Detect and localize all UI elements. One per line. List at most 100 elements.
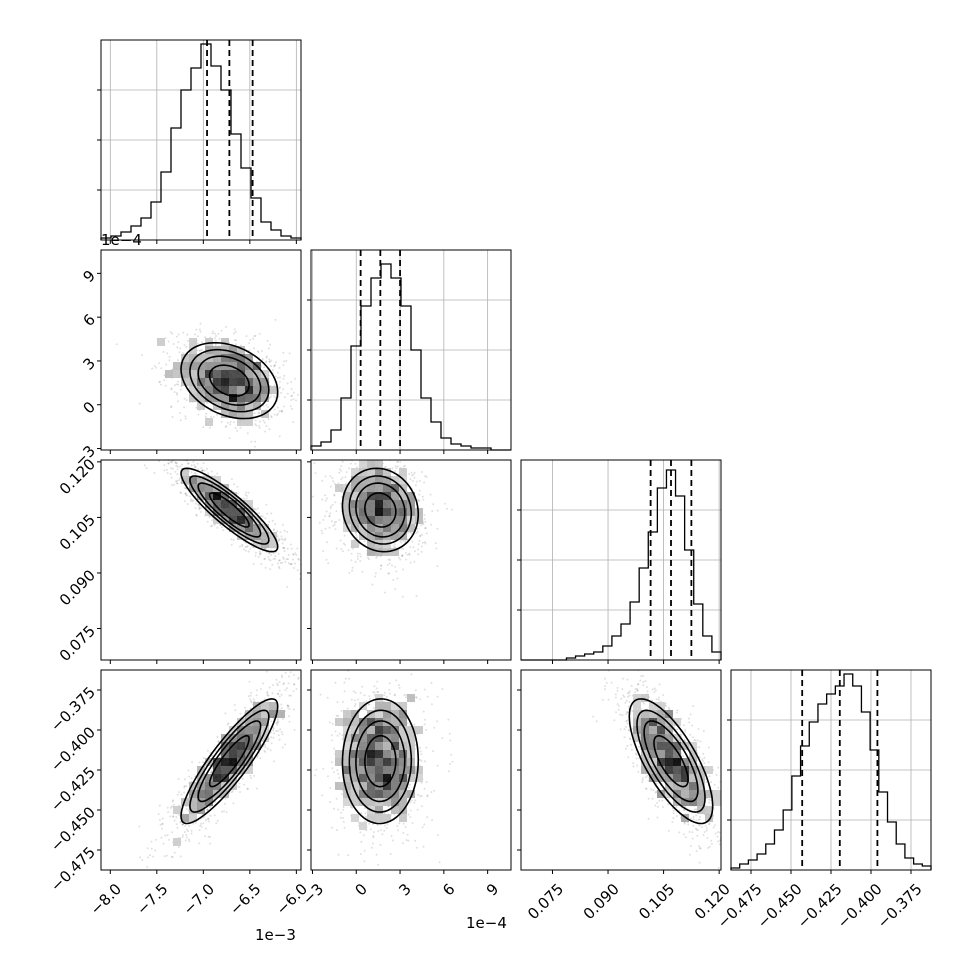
panel-frame	[310, 459, 512, 661]
sample-point	[404, 464, 406, 467]
sample-point	[297, 557, 300, 560]
sample-point	[279, 531, 282, 534]
sample-point	[278, 565, 280, 568]
sample-point	[230, 478, 233, 480]
sample-point	[430, 523, 433, 526]
sample-point	[330, 505, 333, 508]
sample-point	[283, 539, 286, 542]
density-bin	[221, 378, 229, 386]
density-bin	[229, 346, 237, 354]
sample-point	[380, 564, 383, 567]
sample-point	[172, 456, 174, 458]
sample-point	[394, 470, 397, 473]
sample-point	[380, 564, 383, 567]
sample-point	[330, 520, 333, 523]
sample-point	[171, 416, 174, 418]
density-bin	[335, 484, 343, 492]
density-bin	[189, 346, 197, 354]
sample-point	[341, 476, 344, 479]
sample-point	[240, 344, 242, 347]
sample-point	[388, 572, 391, 575]
sample-point	[359, 552, 361, 555]
density-bin	[221, 394, 229, 402]
density-bin	[391, 476, 399, 484]
sample-point	[229, 421, 232, 424]
sample-point	[248, 349, 251, 352]
sample-point	[396, 465, 399, 468]
panel-frame	[100, 459, 302, 661]
sample-point	[153, 472, 156, 474]
sample-point	[237, 492, 239, 495]
sample-point	[324, 515, 327, 518]
density-bin	[157, 338, 165, 346]
sample-point	[278, 435, 281, 438]
density-bin	[359, 508, 367, 516]
sample-point	[218, 337, 221, 340]
sample-point	[418, 479, 421, 482]
sample-point	[435, 547, 438, 550]
sample-point	[188, 824, 191, 827]
sample-point	[258, 424, 261, 427]
sample-point	[281, 746, 284, 749]
sample-point	[206, 808, 209, 811]
density-bin	[245, 402, 253, 410]
sample-point	[186, 333, 189, 336]
density-bin	[253, 378, 261, 386]
scatter-panel-1-2	[307, 457, 512, 664]
sample-point	[333, 523, 336, 526]
panel-frame	[520, 459, 722, 661]
sample-point	[177, 400, 179, 403]
sample-point	[257, 351, 260, 354]
sample-point	[436, 527, 439, 530]
contour-line	[341, 467, 420, 553]
sample-point	[160, 383, 162, 386]
sample-point	[193, 472, 196, 475]
sample-point	[324, 494, 327, 497]
density-bin	[205, 418, 213, 426]
sample-point	[296, 393, 299, 396]
density-bin	[367, 548, 375, 556]
sample-point	[269, 343, 272, 346]
sample-point	[308, 557, 310, 559]
sample-point	[388, 562, 391, 565]
sample-point	[286, 547, 289, 550]
sample-point	[183, 344, 186, 347]
sample-point	[325, 510, 328, 513]
density-bin	[245, 418, 253, 426]
sample-point	[354, 561, 357, 563]
sample-point	[272, 558, 275, 561]
sample-point	[195, 514, 198, 517]
sample-point	[267, 406, 270, 408]
density-bin	[415, 516, 423, 524]
sample-point	[249, 547, 252, 550]
sample-point	[419, 534, 422, 537]
sample-point	[289, 562, 292, 565]
contour-line	[189, 475, 270, 545]
sample-point	[190, 832, 193, 835]
sample-point	[245, 495, 248, 497]
sample-point	[333, 493, 336, 496]
sample-point	[276, 412, 279, 415]
sample-point	[348, 571, 351, 574]
sample-point	[324, 499, 327, 502]
sample-point	[418, 489, 421, 492]
sample-point	[169, 472, 172, 475]
density-bin	[351, 476, 359, 484]
sample-point	[432, 503, 435, 506]
sample-point	[415, 532, 418, 534]
sample-point	[246, 787, 249, 790]
sample-point	[335, 520, 338, 523]
sample-point	[292, 421, 295, 424]
sample-point	[279, 386, 281, 389]
density-bin	[383, 516, 391, 524]
sample-point	[361, 457, 363, 459]
sample-point	[236, 485, 239, 488]
sample-point	[290, 547, 293, 550]
sample-point	[189, 495, 191, 498]
density-bin	[221, 386, 229, 394]
sample-point	[222, 529, 225, 532]
sample-point	[387, 572, 390, 575]
density-bin	[261, 378, 269, 386]
sample-point	[271, 519, 274, 522]
